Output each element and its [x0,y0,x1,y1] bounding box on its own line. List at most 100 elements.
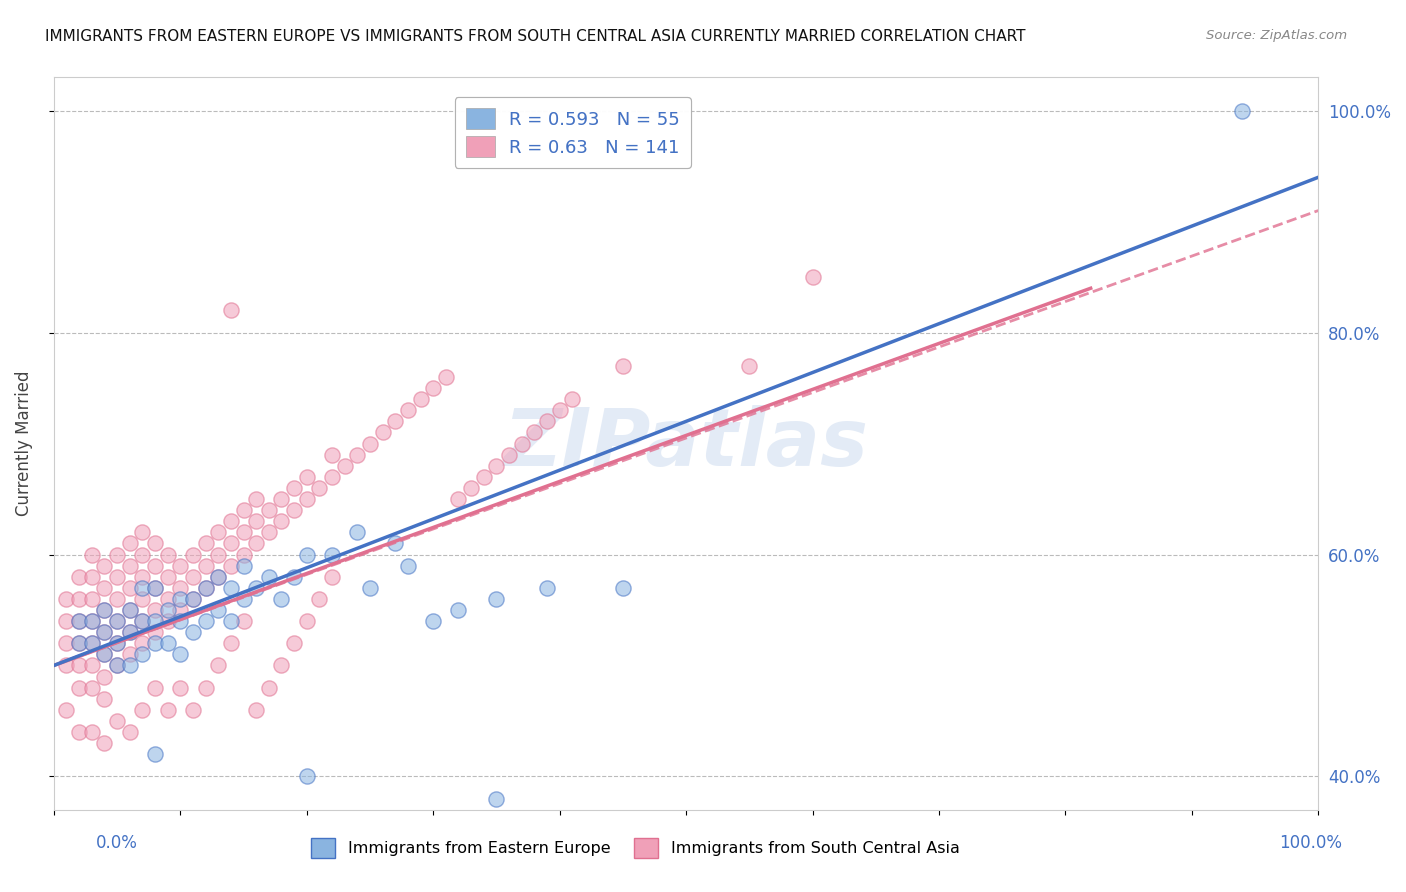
Point [156,614,179,628]
Point [131,570,153,584]
Point [321,448,343,462]
Point [245,703,267,717]
Point [333,458,356,473]
Point [219,303,242,318]
Point [801,270,824,285]
Point [55,703,77,717]
Point [105,548,128,562]
Point [295,769,318,783]
Point [80,591,103,606]
Point [245,536,267,550]
Point [245,491,267,506]
Point [118,603,141,617]
Point [194,858,217,872]
Point [131,525,153,540]
Point [131,581,153,595]
Point [156,548,179,562]
Point [245,581,267,595]
Text: Source: ZipAtlas.com: Source: ZipAtlas.com [1206,29,1347,42]
Point [93,691,115,706]
Point [80,658,103,673]
Point [67,636,90,650]
Point [67,658,90,673]
Point [207,658,229,673]
Point [321,570,343,584]
Point [321,470,343,484]
Point [67,614,90,628]
Point [194,581,217,595]
Point [194,581,217,595]
Point [143,536,166,550]
Point [93,603,115,617]
Point [143,581,166,595]
Point [270,514,292,528]
Point [270,658,292,673]
Point [257,503,280,517]
Point [67,570,90,584]
Point [283,570,305,584]
Point [131,648,153,662]
Point [346,525,368,540]
Point [131,614,153,628]
Point [55,614,77,628]
Point [561,392,583,407]
Point [283,481,305,495]
Point [485,458,508,473]
Point [409,392,432,407]
Point [219,514,242,528]
Point [536,414,558,428]
Point [612,359,634,373]
Point [156,703,179,717]
Point [143,614,166,628]
Point [105,591,128,606]
Point [67,636,90,650]
Point [194,558,217,573]
Point [283,636,305,650]
Point [143,581,166,595]
Point [131,548,153,562]
Point [143,558,166,573]
Point [321,548,343,562]
Point [169,581,191,595]
Point [283,503,305,517]
Point [219,636,242,650]
Point [207,570,229,584]
Point [105,614,128,628]
Point [181,703,204,717]
Point [1232,103,1254,118]
Point [118,625,141,640]
Point [548,403,571,417]
Point [460,481,482,495]
Point [118,536,141,550]
Point [396,403,419,417]
Point [93,648,115,662]
Point [131,703,153,717]
Y-axis label: Currently Married: Currently Married [15,371,32,516]
Point [143,625,166,640]
Point [67,591,90,606]
Point [80,636,103,650]
Point [194,681,217,695]
Point [447,491,470,506]
Point [143,747,166,762]
Point [105,614,128,628]
Point [384,536,406,550]
Point [118,725,141,739]
Point [207,548,229,562]
Point [93,736,115,750]
Point [118,581,141,595]
Point [485,791,508,805]
Point [169,648,191,662]
Point [105,636,128,650]
Point [245,514,267,528]
Point [219,536,242,550]
Point [523,425,546,440]
Point [308,591,330,606]
Point [80,725,103,739]
Point [156,636,179,650]
Point [181,570,204,584]
Point [472,470,495,484]
Point [118,558,141,573]
Point [105,714,128,728]
Point [232,525,254,540]
